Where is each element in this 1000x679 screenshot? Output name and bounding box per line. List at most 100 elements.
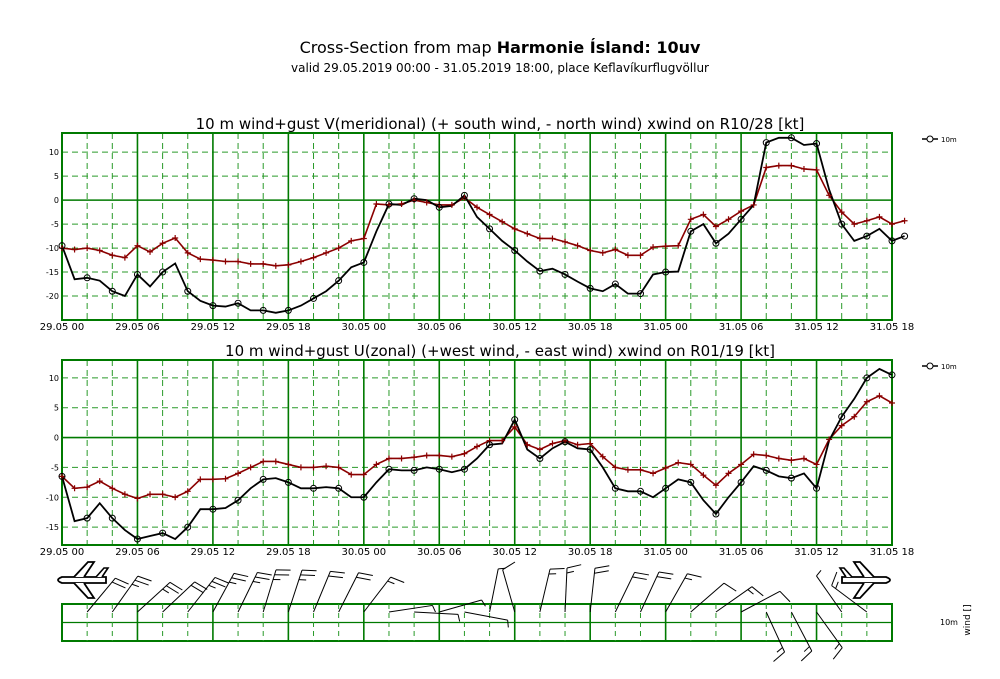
wind-point (410, 195, 418, 203)
wind-point (159, 529, 167, 537)
gust-point (889, 221, 895, 228)
page-subtitle: valid 29.05.2019 00:00 - 31.05.2019 18:0… (290, 61, 709, 75)
wind-point (762, 466, 770, 474)
wind-barb-half-feather (776, 647, 783, 653)
wind-barb-feather (194, 581, 208, 590)
wind-point (762, 139, 770, 147)
x-tick-label: 29.05 00 (40, 322, 85, 333)
series-line-gust (61, 164, 905, 267)
gust-point (662, 243, 669, 250)
wind-barb-feather (257, 571, 272, 576)
gust-point (474, 204, 480, 211)
wind-barb-staff (715, 586, 753, 613)
wind-barb-staff (665, 573, 688, 613)
wind-barb-half-feather (747, 589, 754, 595)
wind-barb-staff (640, 571, 660, 613)
wind-point (435, 203, 443, 211)
wind-barb-feather (594, 570, 609, 574)
gust-point (725, 470, 732, 477)
wind-point (662, 484, 670, 492)
gust-point (159, 491, 166, 498)
gust-point (675, 459, 682, 466)
gust-point (71, 485, 78, 492)
x-tick-label: 29.05 06 (115, 547, 160, 558)
x-tick-label: 29.05 06 (115, 322, 160, 333)
y-tick-label: 5 (54, 404, 59, 413)
x-tick-label: 29.05 18 (266, 547, 311, 558)
plane-body (841, 576, 891, 584)
wind-barb-feather (831, 571, 838, 586)
gust-point (159, 240, 166, 247)
wind-point (536, 267, 544, 275)
gust-point (109, 485, 116, 492)
plane-body (57, 576, 107, 584)
gust-point (436, 452, 443, 459)
x-tick-label: 30.05 00 (342, 322, 387, 333)
x-tick-label: 29.05 12 (191, 547, 236, 558)
wind-barb-half-feather (131, 583, 140, 588)
wind-point (133, 535, 141, 543)
wind-point (888, 371, 896, 379)
x-tick-label: 30.05 12 (492, 547, 537, 558)
wind-barb-feather (115, 577, 129, 585)
gust-point (750, 451, 757, 458)
wind-point (209, 505, 217, 513)
y-tick-label: -20 (46, 292, 59, 301)
wind-point (838, 413, 846, 421)
title-bold: Harmonie Ísland: 10uv (496, 38, 701, 57)
gust-point (788, 457, 795, 464)
wind-point (888, 237, 896, 245)
gust-point (562, 238, 569, 245)
wind-barb-feather (190, 584, 204, 594)
wind-point (234, 496, 242, 504)
plot-frame (61, 359, 893, 546)
wind-point (737, 215, 745, 223)
wind-point (234, 299, 242, 307)
gust-point (461, 450, 468, 457)
gust-point (536, 446, 543, 453)
gust-point (323, 249, 330, 256)
y-tick-label: 0 (54, 196, 59, 205)
gust-point (700, 472, 707, 479)
gust-point (184, 488, 191, 495)
gust-point (147, 491, 154, 498)
gust-point (889, 399, 895, 406)
gust-point (612, 464, 619, 471)
x-tick-label: 31.05 18 (870, 322, 915, 333)
gust-point (624, 252, 631, 259)
wind-barb-feather (214, 577, 229, 584)
gust-point (637, 252, 644, 259)
wind-barb-feather (634, 571, 649, 576)
gust-point (763, 452, 770, 459)
gust-point (574, 242, 581, 249)
gust-point (524, 230, 531, 237)
gust-point (323, 463, 330, 470)
y-tick-label: 5 (54, 172, 59, 181)
gust-point (373, 200, 380, 207)
gust-point (360, 471, 367, 478)
gust-point (310, 254, 317, 261)
gust-point (260, 260, 267, 267)
wind-barb-half-feather (432, 605, 436, 613)
wind-barb-feather (169, 581, 183, 591)
wind-barb-feather (111, 581, 126, 589)
wind-barb-staff (388, 604, 433, 613)
gust-point (499, 437, 506, 444)
wind-barb-half-feather (684, 577, 693, 581)
wind-barb-feather (723, 582, 737, 592)
gust-point (71, 246, 78, 253)
gust-point (775, 455, 782, 462)
gust-point (486, 211, 493, 218)
gust-point (650, 470, 657, 477)
gust-point (109, 252, 116, 259)
legend-marker (926, 135, 934, 143)
y-tick-label: -15 (46, 268, 59, 277)
wind-point (310, 484, 318, 492)
gust-point (247, 464, 254, 471)
gust-point (59, 473, 65, 480)
gust-point (222, 475, 229, 482)
wind-barb-feather (330, 570, 345, 574)
barb-legend-label: 10m (940, 618, 958, 627)
chart-panel-1: 10 m wind+gust V(meridional) (+ south wi… (40, 115, 957, 333)
plane-right-icon (838, 561, 891, 599)
